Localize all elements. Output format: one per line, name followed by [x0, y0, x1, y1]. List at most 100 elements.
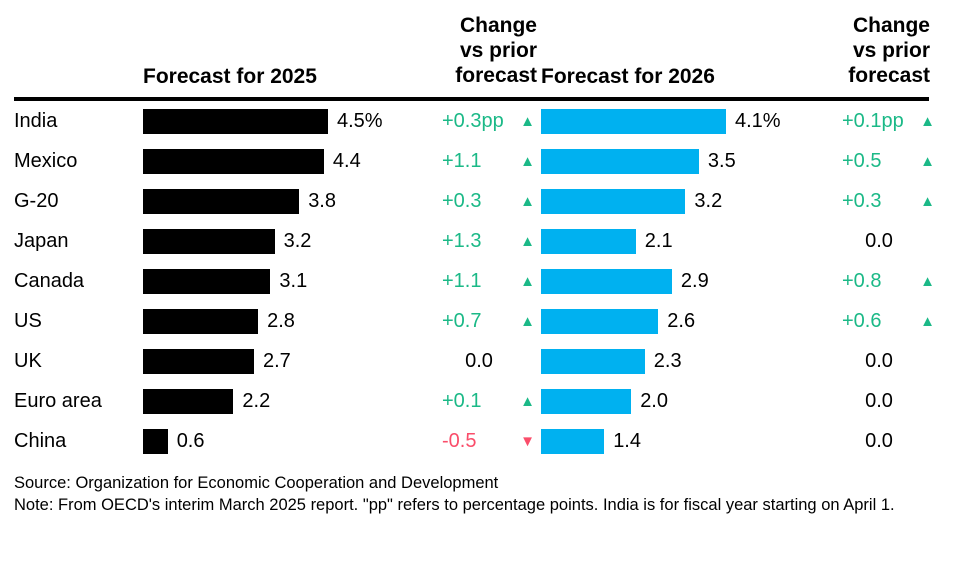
change-2025-cell: +1.3 ▲	[442, 221, 537, 261]
bar-2025-group: 3.8	[143, 181, 336, 221]
table-row: Euro area 2.2 2.0 +0.1 ▲ 0.0	[0, 381, 964, 421]
bar-2026	[541, 108, 726, 134]
bar-2026-value-label: 3.2	[694, 189, 723, 212]
bar-2025	[143, 188, 300, 214]
bar-2026-value-label: 2.1	[644, 229, 673, 252]
change-2025-cell: 0.0	[442, 341, 537, 381]
bar-2026-group: 2.0	[541, 381, 668, 421]
change-2025-value: +1.3	[442, 229, 482, 252]
up-arrow-icon: ▲	[920, 192, 935, 210]
bar-2025-group: 2.8	[143, 301, 295, 341]
change-2025-cell: +1.1 ▲	[442, 261, 537, 301]
bar-2025-group: 2.7	[143, 341, 291, 381]
bar-2025	[143, 228, 275, 254]
bar-2026-group: 2.9	[541, 261, 709, 301]
bar-2026-group: 3.5	[541, 141, 736, 181]
note-text: Note: From OECD's interim March 2025 rep…	[14, 495, 895, 514]
change-2026-value: +0.3	[842, 189, 882, 212]
bar-2025-group: 4.4	[143, 141, 361, 181]
table-body: India 4.5% 4.1% +0.3pp ▲ +0.1pp ▲ Mexico 4.4 3.5 +…	[0, 101, 964, 461]
bar-2025-value-label: 2.8	[267, 309, 295, 332]
bar-2026-value-label: 4.1%	[735, 109, 781, 132]
change-2026-cell: 0.0	[842, 381, 935, 421]
up-arrow-icon: ▲	[520, 272, 535, 290]
table-row: India 4.5% 4.1% +0.3pp ▲ +0.1pp ▲	[0, 101, 964, 141]
bar-2026	[541, 228, 636, 254]
change-2026-cell: 0.0	[842, 341, 935, 381]
change-2026-cell: +0.5 ▲	[842, 141, 935, 181]
change-2025-value: +1.1	[442, 269, 482, 292]
bar-2026-value-label: 2.6	[667, 309, 696, 332]
bar-2025-value-label: 4.5%	[337, 109, 383, 132]
change-2025-value: 0.0	[465, 349, 493, 372]
bar-2026-group: 2.3	[541, 341, 682, 381]
up-arrow-icon: ▲	[520, 112, 535, 130]
change-2025-cell: +0.3 ▲	[442, 181, 537, 221]
change-2026-value: 0.0	[865, 229, 893, 252]
bar-2026-value-label: 1.4	[613, 429, 641, 452]
change-2025-value: +0.1	[442, 389, 482, 412]
country-label: Canada	[14, 269, 85, 292]
country-label: Euro area	[14, 389, 102, 412]
up-arrow-icon: ▲	[520, 192, 535, 210]
up-arrow-icon: ▲	[920, 272, 935, 290]
change-2025-value: +0.7	[442, 309, 482, 332]
country-label: Mexico	[14, 149, 78, 172]
column-header-forecast-2025: Forecast for 2025	[143, 65, 317, 88]
table-row: Japan 3.2 2.1 +1.3 ▲ 0.0	[0, 221, 964, 261]
bar-2025	[143, 268, 271, 294]
bar-2026	[541, 388, 632, 414]
bar-2026-value-label: 3.5	[707, 149, 736, 172]
bar-2025	[143, 428, 168, 454]
change-2025-cell: +0.3pp ▲	[442, 101, 537, 141]
change-2026-value: 0.0	[865, 349, 893, 372]
change-2025-cell: +0.7 ▲	[442, 301, 537, 341]
change-2026-value: +0.5	[842, 149, 882, 172]
change-2025-value: +0.3	[442, 189, 482, 212]
bar-2026	[541, 348, 645, 374]
down-arrow-icon: ▼	[520, 432, 535, 450]
country-label: UK	[14, 349, 42, 372]
change-2025-cell: +1.1 ▲	[442, 141, 537, 181]
up-arrow-icon: ▲	[520, 152, 535, 170]
change-2026-value: +0.6	[842, 309, 882, 332]
bar-2025	[143, 308, 259, 334]
bar-2025	[143, 108, 328, 134]
bar-2026-group: 2.1	[541, 221, 673, 261]
change-2026-value: 0.0	[865, 429, 893, 452]
table-row: Mexico 4.4 3.5 +1.1 ▲ +0.5 ▲	[0, 141, 964, 181]
bar-2025	[143, 388, 234, 414]
bar-2026	[541, 308, 659, 334]
bar-2025-value-label: 3.1	[279, 269, 308, 292]
change-2026-value: +0.1pp	[842, 109, 904, 132]
bar-2025-group: 2.2	[143, 381, 270, 421]
bar-2025-value-label: 3.2	[283, 229, 312, 252]
change-2026-cell: 0.0	[842, 221, 935, 261]
bar-2025-value-label: 4.4	[332, 149, 361, 172]
up-arrow-icon: ▲	[920, 152, 935, 170]
bar-2026	[541, 268, 672, 294]
bar-2025-value-label: 2.7	[263, 349, 291, 372]
change-2026-value: +0.8	[842, 269, 882, 292]
up-arrow-icon: ▲	[520, 392, 535, 410]
bar-2025-value-label: 2.2	[242, 389, 271, 412]
bar-2025	[143, 348, 254, 374]
bar-2026-group: 1.4	[541, 421, 641, 461]
bar-2026-value-label: 2.3	[653, 349, 682, 372]
column-header-change-2025: Change vs prior forecast	[455, 14, 537, 87]
up-arrow-icon: ▲	[520, 232, 535, 250]
bar-2026-value-label: 2.9	[680, 269, 709, 292]
bar-2026	[541, 188, 686, 214]
country-label: Japan	[14, 229, 69, 252]
change-2026-cell: +0.1pp ▲	[842, 101, 935, 141]
change-2026-cell: +0.3 ▲	[842, 181, 935, 221]
bar-2026	[541, 428, 605, 454]
change-2025-value: +1.1	[442, 149, 482, 172]
change-2026-cell: +0.8 ▲	[842, 261, 935, 301]
country-label: China	[14, 429, 67, 452]
table-row: China 0.6 1.4 -0.5 ▼ 0.0	[0, 421, 964, 461]
header-divider-rule	[14, 97, 929, 101]
column-header-change-2026: Change vs prior forecast	[848, 14, 930, 87]
bar-2026-group: 3.2	[541, 181, 722, 221]
